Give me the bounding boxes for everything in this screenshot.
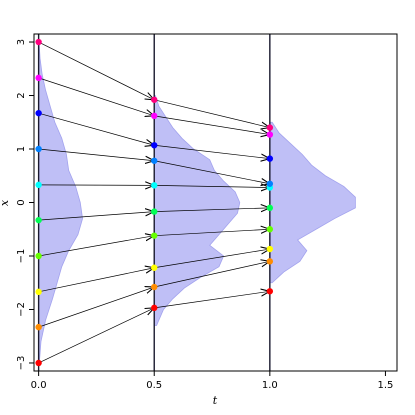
trajectory-arrow-1-0 bbox=[38, 287, 155, 328]
trajectory-arrow-2-0 bbox=[38, 268, 155, 293]
point-1-2 bbox=[266, 258, 274, 265]
point-7-1 bbox=[151, 142, 158, 149]
y-tick-label-2: −1 bbox=[16, 249, 27, 264]
point-8-1 bbox=[151, 112, 158, 120]
point-9-0 bbox=[35, 38, 42, 46]
point-9-1 bbox=[151, 96, 158, 103]
y-tick-label-5: 2 bbox=[16, 92, 27, 98]
x-tick-label-2: 1.0 bbox=[262, 380, 278, 391]
point-7-2 bbox=[266, 155, 274, 162]
y-tick-label-3: 0 bbox=[16, 199, 27, 205]
y-axis-label: x bbox=[0, 199, 11, 206]
point-7-0 bbox=[35, 109, 42, 117]
trajectory-arrow-6-0 bbox=[38, 148, 155, 161]
trajectory-arrow-6-1 bbox=[154, 160, 270, 184]
trajectory-arrow-9-0 bbox=[38, 41, 155, 100]
trajectory-arrow-0-0 bbox=[38, 308, 155, 364]
x-axis: 0.0 0.5 1.0 1.5 bbox=[31, 371, 393, 391]
y-tick-label-0: −3 bbox=[16, 356, 27, 371]
point-4-1 bbox=[151, 208, 158, 215]
y-tick-label-4: 1 bbox=[16, 146, 27, 152]
trajectory-arrow-5-1 bbox=[154, 185, 270, 187]
point-layer bbox=[35, 38, 274, 367]
point-5-0 bbox=[35, 181, 42, 189]
point-2-1 bbox=[151, 264, 158, 271]
trajectory-arrow-4-1 bbox=[154, 208, 270, 212]
trajectory-arrow-9-1 bbox=[154, 99, 270, 128]
point-1-0 bbox=[35, 323, 42, 331]
point-6-1 bbox=[151, 157, 158, 164]
trajectory-arrow-3-1 bbox=[154, 229, 270, 237]
y-tick-label-1: −2 bbox=[16, 302, 27, 317]
density-layer bbox=[38, 41, 356, 364]
trajectory-arrow-3-0 bbox=[38, 236, 155, 257]
trajectory-arrow-8-1 bbox=[154, 115, 270, 135]
x-tick-label-3: 1.5 bbox=[377, 380, 393, 391]
point-9-2 bbox=[266, 124, 274, 131]
trajectory-layer bbox=[38, 41, 270, 364]
point-1-1 bbox=[151, 283, 158, 291]
point-8-2 bbox=[266, 131, 274, 138]
point-4-2 bbox=[266, 204, 274, 212]
density-0 bbox=[38, 41, 83, 364]
y-axis: −3 −2 −1 0 1 2 3 bbox=[16, 39, 34, 371]
point-4-0 bbox=[35, 216, 42, 224]
point-3-0 bbox=[35, 252, 42, 260]
point-0-1 bbox=[151, 304, 158, 312]
trajectory-arrow-1-1 bbox=[154, 261, 270, 288]
density-2 bbox=[269, 121, 356, 284]
trajectory-arrow-5-0 bbox=[38, 185, 155, 186]
point-3-2 bbox=[266, 226, 274, 233]
trajectory-arrow-0-1 bbox=[154, 291, 270, 309]
point-5-1 bbox=[151, 182, 158, 189]
trajectory-arrow-2-1 bbox=[154, 249, 270, 269]
trajectory-arrow-8-0 bbox=[38, 77, 155, 116]
trajectory-arrow-7-1 bbox=[154, 144, 270, 158]
y-tick-label-6: 3 bbox=[16, 39, 27, 45]
point-0-2 bbox=[266, 288, 274, 295]
point-2-0 bbox=[35, 288, 42, 296]
point-6-2 bbox=[266, 180, 274, 187]
point-8-0 bbox=[35, 74, 42, 82]
x-axis-label: t bbox=[213, 394, 218, 407]
point-3-1 bbox=[151, 232, 158, 239]
point-0-0 bbox=[35, 359, 42, 367]
trajectory-arrow-7-0 bbox=[38, 112, 155, 145]
trajectory-arrow-4-0 bbox=[38, 212, 155, 221]
point-6-0 bbox=[35, 145, 42, 153]
point-2-2 bbox=[266, 245, 274, 253]
x-tick-label-0: 0.0 bbox=[31, 380, 47, 391]
x-tick-label-1: 0.5 bbox=[146, 380, 162, 391]
